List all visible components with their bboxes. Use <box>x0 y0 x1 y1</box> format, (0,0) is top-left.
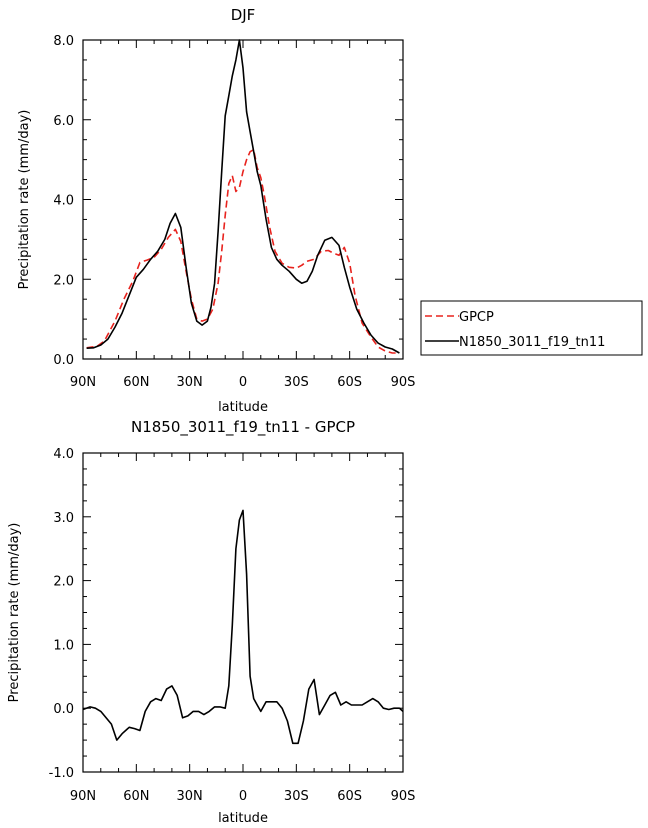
series-line-gpcp <box>86 148 400 354</box>
x-tick-label: 90N <box>70 789 96 804</box>
y-axis-title: Precipitation rate (mm/day) <box>7 523 22 703</box>
x-tick-label: 90N <box>70 375 96 390</box>
chart-title: N1850_3011_f19_tn11 - GPCP <box>131 418 355 437</box>
x-axis-title: latitude <box>218 400 268 415</box>
x-tick-label: 90S <box>391 375 416 390</box>
x-axis-title: latitude <box>218 811 268 826</box>
y-tick-label: 2.0 <box>53 575 74 590</box>
y-tick-label: 4.0 <box>53 194 74 209</box>
y-tick-label: 3.0 <box>53 511 74 526</box>
x-tick-label: 30N <box>177 789 203 804</box>
x-tick-label: 60N <box>123 789 149 804</box>
djf-panel: DJF 90N 60N 30N 0 30S 60S 90S 0.0 2.0 4.0 6.0 8.0 lat… <box>17 6 643 415</box>
x-tick-label: 30N <box>177 375 203 390</box>
legend-box <box>420 300 643 356</box>
x-tick-label: 60S <box>337 375 362 390</box>
y-tick-label: 4.0 <box>53 447 74 462</box>
x-tick-label: 30S <box>284 375 309 390</box>
legend: GPCP N1850_3011_f19_tn11 <box>420 300 643 356</box>
y-tick-label: -1.0 <box>49 766 74 781</box>
y-tick-label: 0.0 <box>53 702 74 717</box>
legend-label: N1850_3011_f19_tn11 <box>459 335 605 350</box>
y-tick-label: 8.0 <box>53 34 74 49</box>
y-tick-label: 2.0 <box>53 273 74 288</box>
plot-frame <box>82 452 404 773</box>
x-tick-label: 60S <box>337 789 362 804</box>
series-line-n1850-3011-f19-tn11 <box>86 39 400 354</box>
x-tick-label: 0 <box>239 375 247 390</box>
legend-label: GPCP <box>459 310 494 325</box>
x-tick-label: 60N <box>123 375 149 390</box>
y-tick-label: 6.0 <box>53 114 74 129</box>
difference-panel: N1850_3011_f19_tn11 - GPCP 90N 60N 30N 0 30S 6… <box>7 418 415 826</box>
x-tick-label: 90S <box>391 789 416 804</box>
y-tick-label: 0.0 <box>53 353 74 368</box>
x-tick-label: 0 <box>239 789 247 804</box>
chart-title: DJF <box>231 6 256 24</box>
y-axis-title: Precipitation rate (mm/day) <box>17 110 32 290</box>
series-line-0 <box>82 509 404 745</box>
plot-frame <box>82 39 404 360</box>
x-tick-label: 30S <box>284 789 309 804</box>
y-tick-label: 1.0 <box>53 638 74 653</box>
